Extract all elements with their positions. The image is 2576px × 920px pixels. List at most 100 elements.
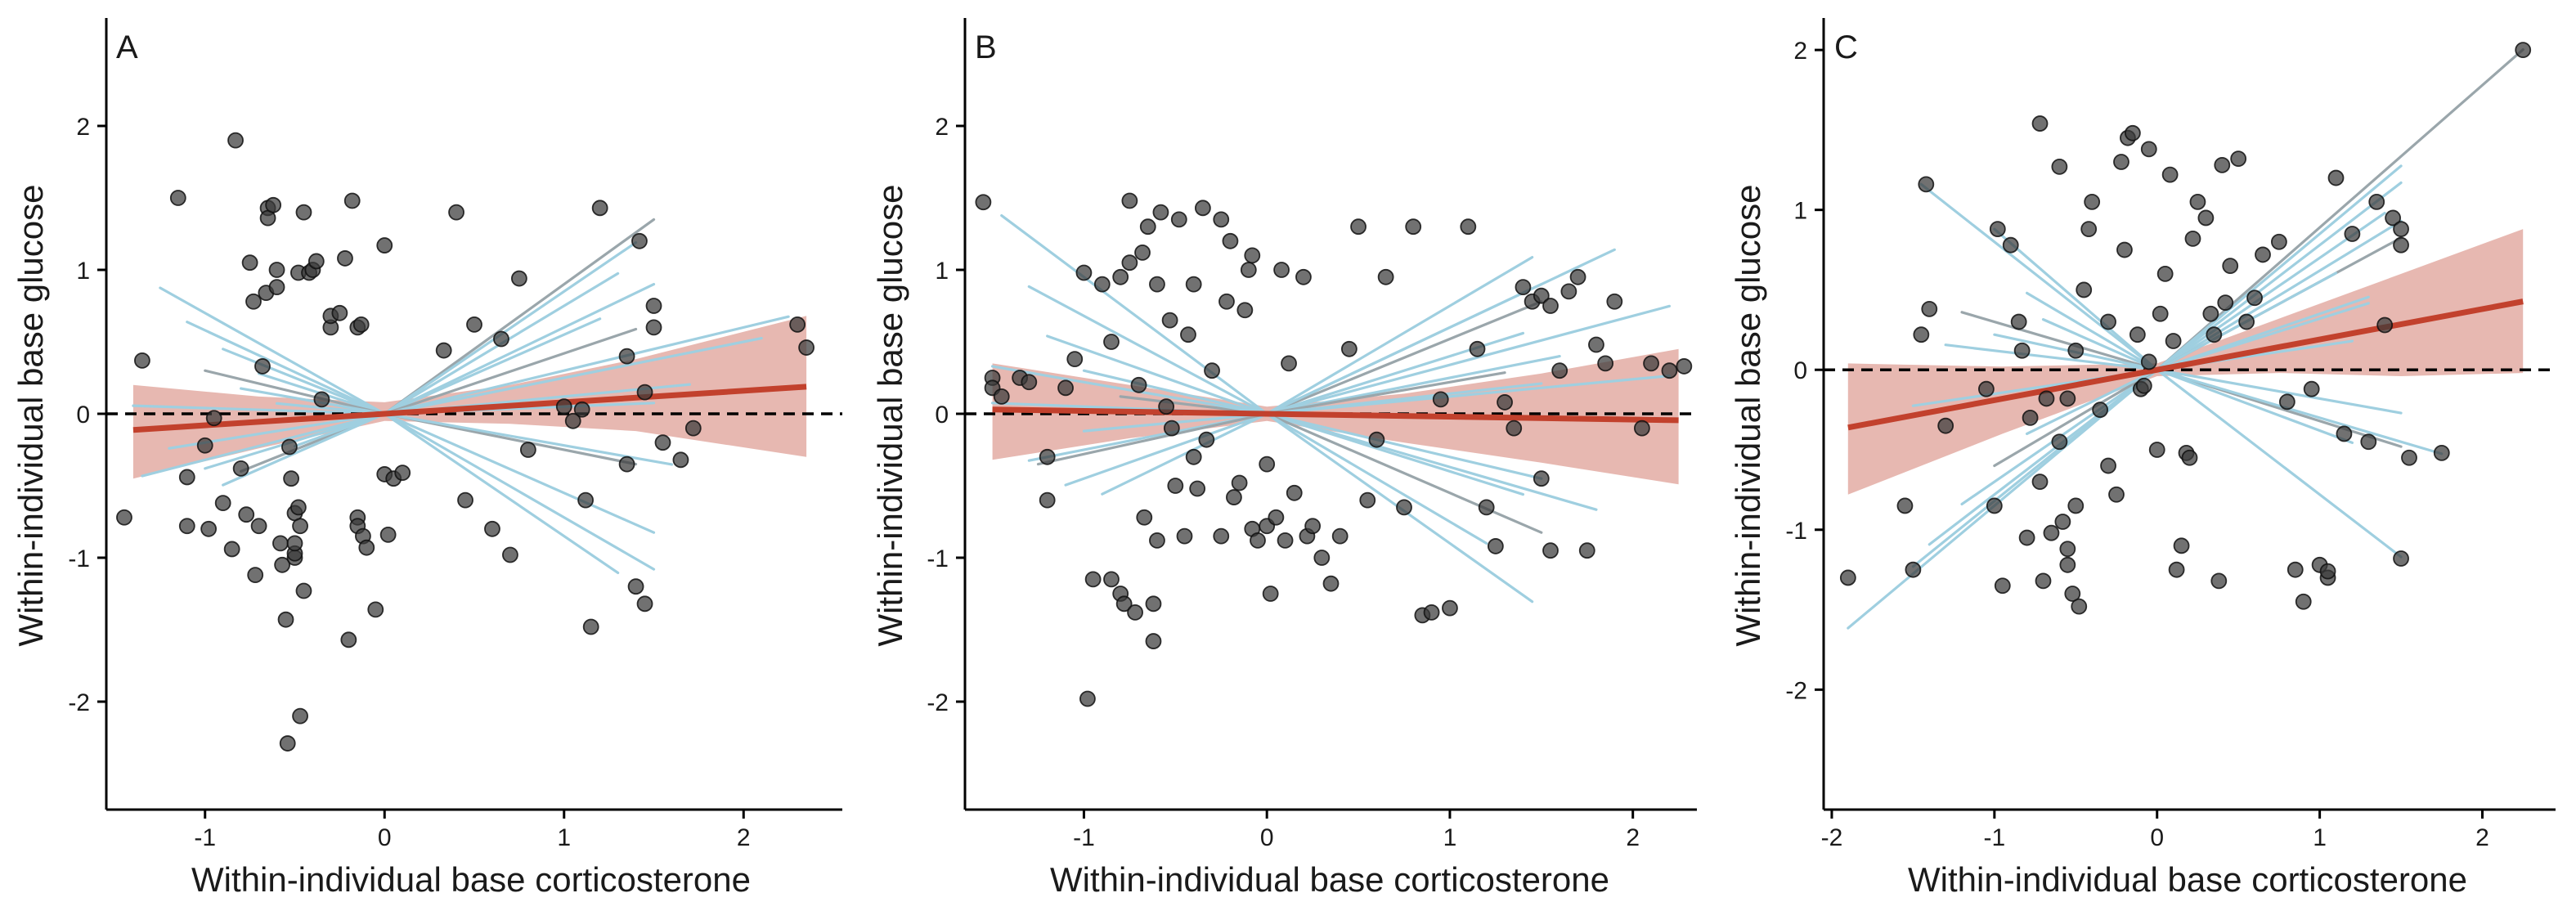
panel-c-data-point — [2255, 246, 2271, 263]
panel-a-data-point — [286, 535, 303, 552]
panel-c-data-point — [2401, 449, 2417, 466]
panel-a-data-point — [573, 401, 590, 418]
panel-b-data-point — [993, 388, 1010, 405]
panel-a-data-point — [331, 304, 348, 321]
panel-a-individual-line — [383, 337, 763, 415]
panel-b-data-point — [1149, 276, 1165, 293]
panel-b-data-point — [1661, 362, 1678, 379]
panel-b-data-point — [1259, 456, 1276, 473]
panel-c-data-point — [2303, 380, 2320, 397]
panel-b-data-point — [1130, 376, 1147, 393]
panel-c-data-point — [2173, 537, 2190, 554]
panel-b-data-point — [1213, 211, 1230, 228]
panel-b-data-point — [1161, 312, 1178, 329]
panel-c-data-point — [2189, 193, 2206, 210]
panel-b-individual-line — [1265, 374, 1672, 415]
panel-c-data-point — [2084, 193, 2101, 210]
panel-a-data-point — [376, 237, 393, 254]
panel-a-individual-line — [383, 412, 656, 571]
panel-b-data-point — [1533, 287, 1550, 304]
panel-c-data-point — [1986, 497, 2003, 514]
panel-b-data-point — [1176, 527, 1193, 545]
panel-c-individual-line — [2156, 368, 2403, 415]
panel-b-data-point — [1198, 431, 1215, 448]
panel-b-data-point — [1163, 420, 1180, 437]
panel-a-data-point — [292, 707, 308, 725]
panel-b-data-point — [1359, 491, 1376, 509]
panel-c-data-point — [2246, 289, 2263, 307]
panel-a-data-point — [223, 541, 240, 558]
panel-a-data-point — [265, 196, 282, 213]
panel-c-data-point — [2393, 236, 2409, 254]
panel-b-data-point — [1432, 391, 1449, 408]
panel-a-data-point — [448, 204, 464, 221]
panel-b-data-point — [1542, 298, 1559, 314]
panel-a-data-point — [466, 316, 482, 333]
panel-b-data-point — [1194, 200, 1211, 217]
panel-c-individual-line — [1993, 368, 2159, 468]
panel-b-data-point — [1149, 532, 1165, 549]
panel-c-data-point — [2214, 157, 2231, 173]
panel-c-data-point — [2168, 561, 2185, 578]
panel-a-data-point — [254, 358, 271, 375]
panel-c-data-point — [2336, 425, 2353, 442]
panel-a-data-point — [789, 316, 806, 333]
panel-c-data-point — [2222, 258, 2239, 275]
panel-b-individual-line — [1101, 412, 1268, 496]
panel-c-data-point — [2067, 342, 2085, 359]
panel-a-data-point — [358, 539, 375, 556]
panel-b-data-point — [1170, 211, 1187, 228]
panel-a-data-point — [232, 460, 249, 477]
panel-c-data-point — [2184, 230, 2201, 247]
panel-b-data-point — [1322, 575, 1340, 592]
panel-b-y-tick-label: -1 — [927, 545, 949, 572]
panel-a-y-tick-label: -1 — [68, 545, 90, 572]
panel-b-individual-line — [1265, 412, 1488, 545]
panel-a-data-point — [250, 518, 267, 535]
panel-c-data-point — [2433, 445, 2450, 461]
panel-b-data-point — [1189, 480, 1206, 497]
panel-b-data-point — [1478, 499, 1495, 516]
panel-a-y-title: Within-individual base glucose — [11, 185, 50, 647]
panel-a-x-title: Within-individual base corticosterone — [191, 860, 751, 899]
panel-b-y-tick-label: -2 — [927, 689, 949, 716]
panel-c-data-point — [2064, 586, 2081, 602]
panel-c-data-point — [2148, 442, 2165, 458]
panel-c-fit-line — [1847, 298, 2524, 431]
panel-a-data-point — [116, 509, 132, 526]
panel-c-data-point — [2156, 265, 2174, 282]
panel-c-data-point — [2071, 598, 2088, 615]
panel-a-data-point — [352, 316, 370, 333]
panel-b-data-point — [1222, 232, 1239, 249]
panel-b-data-point — [1304, 518, 1322, 535]
panel-a-data-point — [283, 470, 299, 487]
panel-c-y-tick-label: -2 — [1785, 677, 1807, 704]
panel-a-data-point — [502, 546, 518, 563]
panel-a-data-point — [214, 495, 231, 512]
panel-c-y-tick-label: -1 — [1785, 518, 1807, 545]
panel-c-individual-line — [1928, 368, 2159, 546]
panel-a-data-point — [281, 438, 298, 456]
panel-c-data-point — [2165, 333, 2182, 349]
panel-b-data-point — [1350, 218, 1367, 236]
panel-a-y-tick-label: 2 — [76, 114, 90, 141]
panel-c-individual-line — [1960, 311, 2159, 371]
panel-b-individual-line — [1265, 256, 1534, 415]
panel-c-data-point — [2031, 115, 2049, 132]
panel-b-data-point — [1115, 595, 1133, 613]
panel-b-data-point — [1185, 276, 1202, 293]
panel-b-data-point — [1127, 604, 1143, 621]
panel-a-data-point — [367, 601, 384, 618]
panel-c-data-point — [1977, 380, 1995, 397]
panel-b-data-point — [1079, 690, 1096, 707]
panel-a-x-tick-label: 0 — [378, 824, 392, 851]
panel-c-data-point — [2230, 150, 2247, 167]
panel-a-data-point — [394, 464, 411, 482]
panel-a-data-point — [238, 506, 255, 523]
panel-b-data-point — [1268, 509, 1285, 526]
panel-b-data-point — [1066, 351, 1084, 368]
panel-a-data-point — [337, 250, 353, 267]
panel-b-data-point — [1103, 571, 1120, 588]
panel-c-data-point — [2385, 209, 2402, 227]
